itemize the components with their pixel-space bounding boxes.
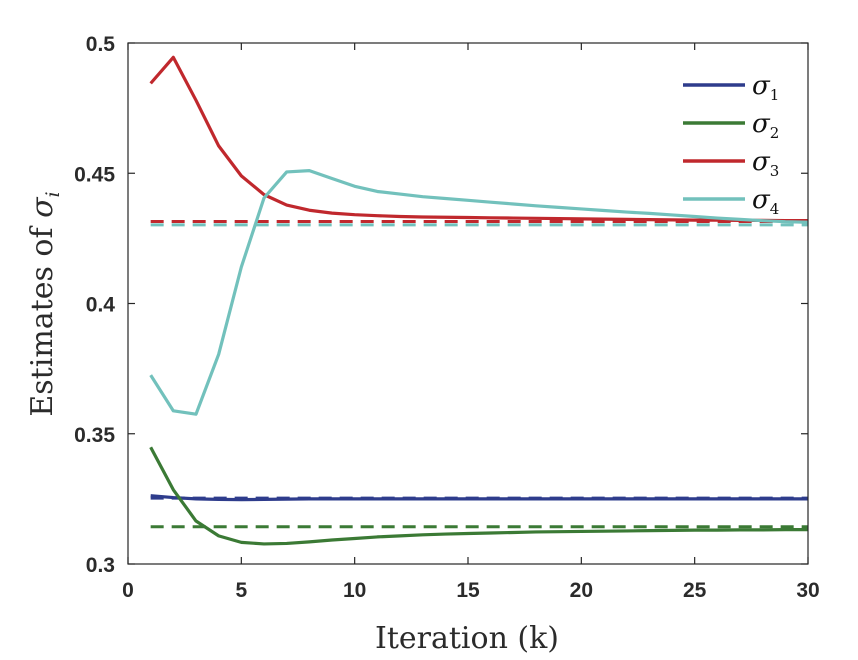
legend-symbol-4: σ: [752, 185, 771, 215]
y-axis-title-text: Estimates of: [25, 218, 60, 417]
y-axis-title-subscript: i: [42, 191, 64, 197]
y-tick-labels: 0.3 0.35 0.4 0.45 0.5: [74, 33, 115, 577]
legend-symbol-3: σ: [752, 147, 771, 177]
series-line-3: [149, 55, 808, 223]
x-tick-label-3: 15: [456, 579, 480, 602]
x-axis-title: Iteration (k): [375, 621, 559, 656]
legend-symbol-2: σ: [752, 109, 771, 139]
legend-subscript-2: 2: [770, 124, 780, 142]
legend-symbol-1: σ: [752, 71, 771, 101]
tick-marks: [127, 42, 809, 565]
legend-label-1: σ1: [752, 71, 779, 104]
x-tick-label-2: 10: [343, 579, 366, 602]
x-tick-labels: 0 5 10 15 20 25 30: [122, 579, 820, 602]
series-lines: [149, 55, 809, 546]
y-tick-label-1: 0.35: [74, 424, 115, 447]
y-axis-title-symbol: σ: [25, 196, 60, 218]
series-line-4: [149, 169, 809, 416]
series-line-1: [150, 494, 808, 502]
y-tick-label-4: 0.5: [86, 33, 116, 56]
x-tick-label-6: 30: [796, 579, 819, 602]
legend-label-3: σ3: [752, 147, 779, 180]
x-tick-label-1: 5: [235, 579, 247, 602]
legend-subscript-1: 1: [770, 86, 780, 104]
legend-subscript-4: 4: [770, 200, 780, 218]
x-tick-label-0: 0: [122, 579, 134, 602]
y-tick-label-2: 0.4: [86, 294, 116, 317]
legend-subscript-3: 3: [770, 162, 780, 180]
plot-background: [128, 43, 808, 564]
legend-label-2: σ2: [752, 109, 779, 142]
x-tick-label-5: 25: [683, 579, 707, 602]
series-line-2: [149, 446, 808, 546]
legend-label-4: σ4: [752, 185, 779, 218]
y-tick-label-3: 0.45: [74, 163, 115, 186]
plot-area: [128, 43, 808, 564]
y-tick-label-0: 0.3: [86, 554, 115, 577]
y-axis-title: Estimates of σi: [25, 191, 64, 416]
x-tick-label-4: 20: [570, 579, 593, 602]
